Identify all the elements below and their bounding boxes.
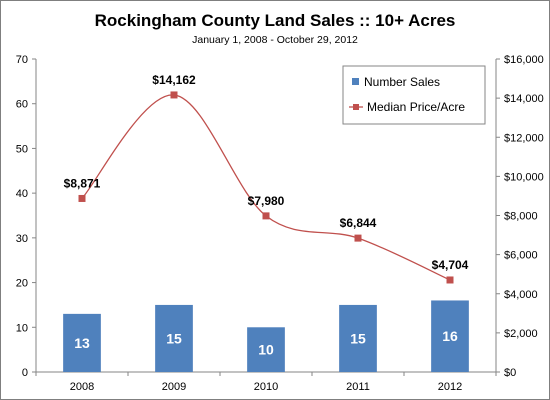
left-tick-label: 20: [16, 278, 28, 290]
bar: [339, 304, 377, 372]
x-tick-label: 2010: [254, 381, 278, 393]
median-price-marker: [170, 91, 178, 99]
x-tick-label: 2012: [438, 381, 462, 393]
x-tick-label: 2009: [162, 381, 186, 393]
median-price-marker: [446, 276, 454, 284]
legend-number-sales-swatch: [352, 78, 359, 85]
right-tick-label: $6,000: [504, 250, 538, 262]
left-tick-label: 10: [16, 322, 28, 334]
left-tick-label: 40: [16, 188, 28, 200]
median-price-line: [81, 94, 451, 281]
chart-subtitle: January 1, 2008 - October 29, 2012: [192, 34, 358, 46]
right-tick-label: $12,000: [504, 132, 544, 144]
bar: [431, 300, 469, 372]
left-tick-label: 70: [16, 54, 28, 66]
legend-box: [342, 65, 486, 125]
x-tick-label: 2008: [70, 381, 94, 393]
right-tick-label: $16,000: [504, 54, 544, 66]
left-tick-label: 0: [22, 367, 28, 379]
median-price-label: $6,844: [340, 216, 377, 230]
right-tick-label: $0: [504, 367, 516, 379]
bar-value-label: 16: [442, 328, 458, 344]
legend-median-price-marker: [353, 104, 359, 110]
median-price-marker: [354, 234, 362, 242]
left-tick-label: 50: [16, 143, 28, 155]
bar-value-label: 15: [166, 330, 182, 346]
bar-value-label: 15: [350, 330, 366, 346]
bar-value-label: 10: [258, 342, 274, 358]
bar: [63, 313, 101, 372]
left-tick-label: 60: [16, 99, 28, 111]
median-price-label: $4,704: [432, 258, 469, 272]
right-tick-label: $10,000: [504, 171, 544, 183]
right-tick-label: $4,000: [504, 289, 538, 301]
bar-value-label: 13: [74, 335, 90, 351]
median-price-marker: [78, 194, 86, 202]
legend-median-price-label: Median Price/Acre: [367, 100, 465, 114]
chart-title: Rockingham County Land Sales :: 10+ Acre…: [94, 11, 456, 30]
median-price-marker: [262, 212, 270, 220]
legend-number-sales-label: Number Sales: [364, 75, 440, 89]
median-price-label: $7,980: [248, 194, 285, 208]
bar: [247, 327, 285, 372]
median-price-label: $8,871: [64, 176, 101, 190]
left-tick-label: 30: [16, 233, 28, 245]
right-tick-label: $2,000: [504, 328, 538, 340]
bar: [155, 304, 193, 372]
right-tick-label: $8,000: [504, 211, 538, 223]
right-tick-label: $14,000: [504, 93, 544, 105]
median-price-label: $14,162: [152, 73, 196, 87]
x-tick-label: 2011: [346, 381, 370, 393]
